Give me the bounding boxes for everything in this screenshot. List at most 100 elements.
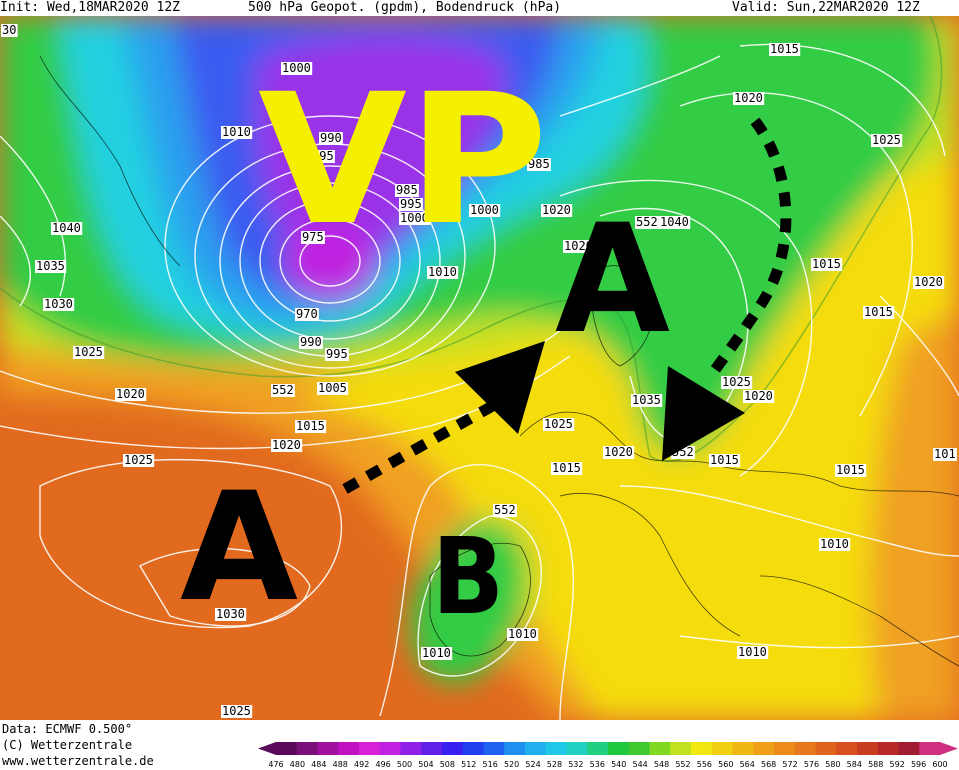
isobar-label: 1030	[216, 607, 245, 621]
coastline	[559, 493, 741, 637]
isobar-label: 1025	[124, 453, 153, 467]
vp-label: VP	[258, 56, 548, 265]
legend-swatch	[753, 742, 775, 755]
website: www.wetterzentrale.de	[2, 754, 154, 768]
isobar-label: 1010	[738, 645, 767, 659]
isobar-label: 1035	[36, 259, 65, 273]
isobar-label-bg	[933, 448, 957, 461]
legend-tick-label: 532	[568, 760, 583, 769]
isobar-label-bg	[913, 276, 945, 289]
isobar-label-bg	[399, 212, 431, 225]
isobar-ring	[259, 200, 401, 322]
isobar-high-core	[139, 547, 311, 627]
isobar-label-bg	[721, 376, 753, 389]
isobar-label-bg	[319, 132, 343, 145]
legend-swatch	[525, 742, 547, 755]
legend-tick-label: 484	[311, 760, 326, 769]
isobar-label: 1020	[116, 387, 145, 401]
isobar-label-bg	[299, 336, 323, 349]
isobar-label-bg	[281, 62, 313, 75]
isobar-label-bg	[551, 462, 583, 475]
isobar-label-bg	[51, 222, 83, 235]
isobar-label: 30	[2, 23, 16, 37]
legend-swatch	[483, 742, 505, 755]
isobar-label-bg	[835, 464, 867, 477]
isobar-label: 985	[528, 157, 550, 171]
isobar-label: 1025	[872, 133, 901, 147]
isobar-label-bg	[635, 216, 659, 229]
legend-tick-label: 476	[268, 760, 283, 769]
legend-swatch	[317, 742, 339, 755]
isobar-label-bg	[811, 258, 843, 271]
isobar-ring	[239, 182, 421, 340]
legend-colorbar: 476 480 484 488 492 496 500 504 508 512 516 520 524 5…	[258, 742, 958, 769]
legend-swatch	[338, 742, 360, 755]
green-boundary	[0, 16, 943, 462]
isobar-label-bg	[421, 647, 453, 660]
isobar-label: 1020	[604, 445, 633, 459]
isobar-label: 552	[494, 503, 516, 517]
isobar-label: 1010	[222, 125, 251, 139]
isobar-label-bg	[541, 204, 573, 217]
legend-swatch	[711, 742, 733, 755]
isobar-label: 552	[636, 215, 658, 229]
isobar-label: 1010	[508, 627, 537, 641]
legend-swatch	[359, 742, 381, 755]
isobar-label: 985	[396, 183, 418, 197]
isobar-label: 1015	[864, 305, 893, 319]
isobar-label-bg	[123, 454, 155, 467]
isobar-label-bg	[769, 43, 801, 56]
isobar-line	[0, 135, 66, 297]
isobar-label: 1035	[632, 393, 661, 407]
isobar-label-bg	[733, 92, 765, 105]
isobar-labels: 3010001010104010351030102510209909959759…	[1, 23, 957, 718]
legend-swatch	[691, 742, 713, 755]
isobar-label: 1015	[770, 42, 799, 56]
legend-ticks: 476 480 484 488 492 496 500 504 508 512 516 520 524 5…	[268, 760, 947, 769]
isobar-line	[559, 179, 813, 477]
isobar-label-bg	[631, 394, 663, 407]
isobar-label-bg	[493, 504, 517, 517]
field-orange-east	[869, 316, 959, 720]
isobar-label-bg	[395, 184, 419, 197]
isobar-label: 995	[326, 347, 348, 361]
legend-tick-label: 600	[932, 760, 947, 769]
legend-tick-label: 512	[461, 760, 476, 769]
isobars	[0, 43, 959, 720]
legend-tick-label: 588	[868, 760, 883, 769]
isobar-label: 1015	[552, 461, 581, 475]
isobar-label: 101	[934, 447, 956, 461]
isobar-label-bg	[221, 705, 253, 718]
legend-tick-label: 520	[504, 760, 519, 769]
isobar-line	[619, 485, 959, 557]
isobar-label: 1010	[820, 537, 849, 551]
coastline	[759, 575, 959, 667]
low-iberia-label: B	[432, 516, 504, 638]
data-source: Data: ECMWF 0.500°	[2, 722, 133, 736]
dotted-arrow-east	[662, 117, 792, 461]
valid-time: Valid: Sun,22MAR2020 12Z	[732, 0, 920, 15]
legend-swatch	[400, 742, 422, 755]
legend-swatch	[774, 742, 796, 755]
legend-swatch	[442, 742, 464, 755]
legend-tick-label: 576	[804, 760, 819, 769]
weather-map: 3010001010104010351030102510209909959759…	[0, 16, 959, 720]
isobar-label: 1020	[272, 438, 301, 452]
legend-tick-label: 544	[632, 760, 647, 769]
isobar-label-bg	[507, 628, 539, 641]
isobar-label: 1025	[74, 345, 103, 359]
isobar-high-west	[39, 458, 343, 629]
legend-tick-label: 548	[654, 760, 669, 769]
isobar-line	[0, 215, 32, 307]
legend-swatch	[794, 742, 816, 755]
isobar-label-bg	[863, 306, 895, 319]
isobar-label-bg	[301, 231, 325, 244]
dotted-arrow-west-path	[342, 391, 513, 494]
legend-tick-label: 524	[525, 760, 540, 769]
isobar-label-bg	[603, 446, 635, 459]
legend-swatch	[379, 742, 401, 755]
legend-tick-label: 504	[418, 760, 433, 769]
isobar-line	[379, 464, 575, 720]
legend-swatch	[608, 742, 630, 755]
isobar-label-bg	[73, 346, 105, 359]
